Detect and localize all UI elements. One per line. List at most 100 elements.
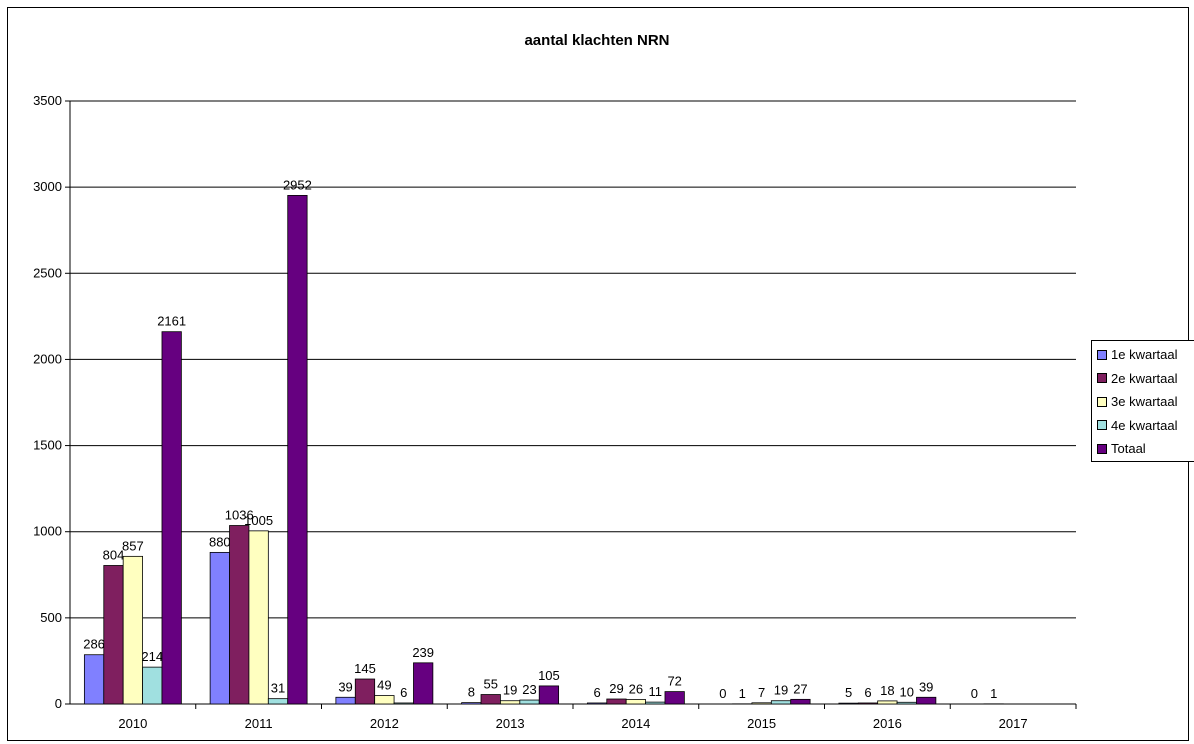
x-tick-label: 2014 — [621, 716, 650, 731]
legend-item: 3e kwartaal — [1097, 390, 1194, 414]
bar — [83, 654, 105, 705]
bar — [770, 700, 792, 705]
data-label: 145 — [354, 661, 376, 676]
data-label: 5 — [845, 685, 852, 700]
x-tick-label: 2010 — [118, 716, 147, 731]
legend-swatch — [1097, 396, 1107, 407]
x-tick-label: 2013 — [496, 716, 525, 731]
bar — [538, 685, 560, 705]
data-label: 2161 — [157, 314, 186, 329]
bar — [838, 702, 859, 705]
data-label: 239 — [412, 645, 434, 660]
bar — [267, 698, 289, 705]
y-tick-label: 500 — [40, 610, 62, 625]
bar — [896, 701, 917, 705]
legend-swatch — [1097, 443, 1107, 454]
legend-label: 4e kwartaal — [1111, 417, 1178, 433]
bar — [354, 678, 376, 705]
data-label: 286 — [83, 637, 105, 652]
data-label: 857 — [122, 538, 144, 553]
x-tick-label: 2016 — [873, 716, 902, 731]
bar — [161, 331, 182, 705]
bar — [751, 702, 772, 705]
data-label: 0 — [971, 686, 978, 701]
bar — [229, 525, 250, 705]
bar — [335, 696, 356, 705]
bar — [664, 691, 685, 705]
legend-swatch — [1097, 349, 1107, 360]
data-label: 39 — [919, 679, 933, 694]
data-label: 1005 — [244, 513, 273, 528]
bar — [413, 662, 434, 705]
bar — [606, 698, 627, 705]
bar — [790, 698, 811, 705]
bar — [500, 700, 521, 705]
legend-label: 1e kwartaal — [1111, 347, 1178, 363]
data-label: 880 — [209, 534, 231, 549]
data-label: 6 — [593, 685, 600, 700]
data-label: 23 — [522, 682, 536, 697]
legend-item: Totaal — [1097, 437, 1194, 461]
y-tick-label: 2000 — [33, 351, 62, 366]
chart-title: aantal klachten NRN — [524, 32, 670, 49]
bar — [287, 195, 308, 705]
data-label: 7 — [758, 685, 765, 700]
data-label: 19 — [503, 683, 517, 698]
bar — [103, 565, 124, 705]
legend-label: 2e kwartaal — [1111, 370, 1178, 386]
legend-label: Totaal — [1111, 441, 1146, 457]
bar — [122, 555, 143, 705]
legend-label: 3e kwartaal — [1111, 394, 1178, 410]
data-label: 39 — [338, 679, 352, 694]
data-label: 49 — [377, 678, 391, 693]
x-tick-label: 2012 — [370, 716, 399, 731]
x-tick-label: 2015 — [747, 716, 776, 731]
y-tick-label: 1000 — [33, 524, 62, 539]
bar — [625, 699, 646, 705]
data-label: 6 — [400, 685, 407, 700]
data-label: 19 — [774, 683, 788, 698]
bar — [916, 696, 937, 705]
data-label: 72 — [667, 674, 681, 689]
legend-swatch — [1097, 420, 1107, 431]
data-label: 18 — [880, 683, 894, 698]
data-label: 29 — [609, 681, 623, 696]
data-label: 55 — [483, 677, 497, 692]
legend-item: 1e kwartaal — [1097, 343, 1194, 367]
x-tick-label: 2017 — [999, 716, 1028, 731]
data-label: 10 — [900, 684, 914, 699]
data-label: 6 — [864, 685, 871, 700]
data-label: 11 — [649, 684, 663, 699]
data-label: 31 — [271, 681, 285, 696]
y-tick-label: 0 — [55, 696, 62, 711]
bar — [209, 551, 230, 705]
data-label: 2952 — [283, 177, 312, 192]
data-label: 1 — [739, 686, 746, 701]
legend-item: 2e kwartaal — [1097, 367, 1194, 391]
bar — [142, 666, 163, 705]
data-label: 27 — [793, 681, 807, 696]
chart-legend: 1e kwartaal 2e kwartaal 3e kwartaal 4e kwar… — [1091, 340, 1194, 462]
x-tick-label: 2011 — [245, 716, 273, 731]
bar — [461, 702, 482, 705]
bar — [480, 694, 501, 705]
bar — [857, 702, 879, 705]
bar — [877, 700, 898, 705]
y-tick-label: 1500 — [33, 438, 62, 453]
data-label: 105 — [538, 668, 560, 683]
legend-swatch — [1097, 373, 1107, 384]
bar — [374, 695, 395, 705]
bar — [645, 701, 666, 705]
bar — [393, 702, 414, 705]
data-label: 8 — [468, 685, 475, 700]
y-tick-label: 2500 — [33, 265, 62, 280]
data-label: 1 — [990, 686, 997, 701]
legend-item: 4e kwartaal — [1097, 414, 1194, 438]
data-label: 1036 — [225, 508, 254, 523]
bar — [519, 699, 540, 705]
data-label: 214 — [141, 649, 163, 664]
bar — [586, 702, 608, 705]
y-tick-label: 3500 — [33, 93, 62, 108]
bar — [248, 530, 269, 705]
